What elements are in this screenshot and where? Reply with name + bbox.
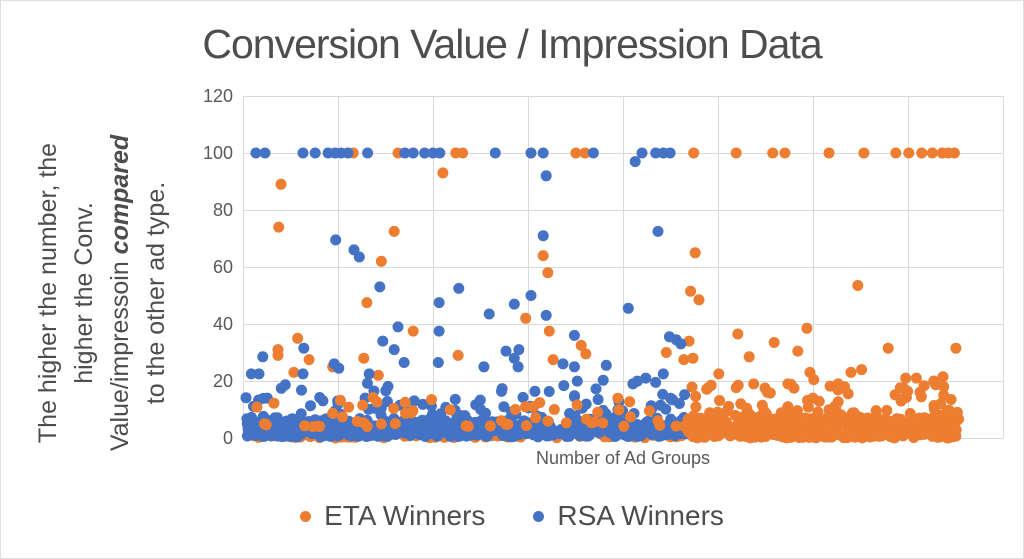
chart-title: Conversion Value / Impression Data	[202, 21, 822, 67]
x-axis-label: Number of Ad Groups	[535, 448, 711, 468]
legend-item-rsa: RSA Winners	[533, 500, 724, 532]
y-tick-label: 60	[212, 257, 233, 277]
y-tick-label: 80	[212, 200, 233, 220]
eta-points	[272, 147, 963, 418]
y-tick-label: 0	[222, 428, 233, 448]
legend-item-eta: ETA Winners	[300, 500, 485, 532]
gridlines	[243, 96, 1004, 439]
rsa-legend-marker	[533, 510, 545, 522]
dense-band	[686, 378, 962, 424]
legend: ETA Winners RSA Winners	[1, 500, 1023, 532]
y-tick-label: 20	[212, 371, 233, 391]
dense-band	[251, 392, 694, 433]
y-tick-label: 100	[202, 143, 233, 163]
y-tick-label: 120	[202, 86, 233, 106]
y-tick-label: 40	[212, 314, 233, 334]
eta-legend-marker	[300, 510, 312, 522]
eta-legend-label: ETA Winners	[324, 500, 486, 531]
rsa-points	[245, 147, 687, 390]
rsa-legend-label: RSA Winners	[557, 500, 724, 531]
dense-band	[275, 374, 643, 397]
